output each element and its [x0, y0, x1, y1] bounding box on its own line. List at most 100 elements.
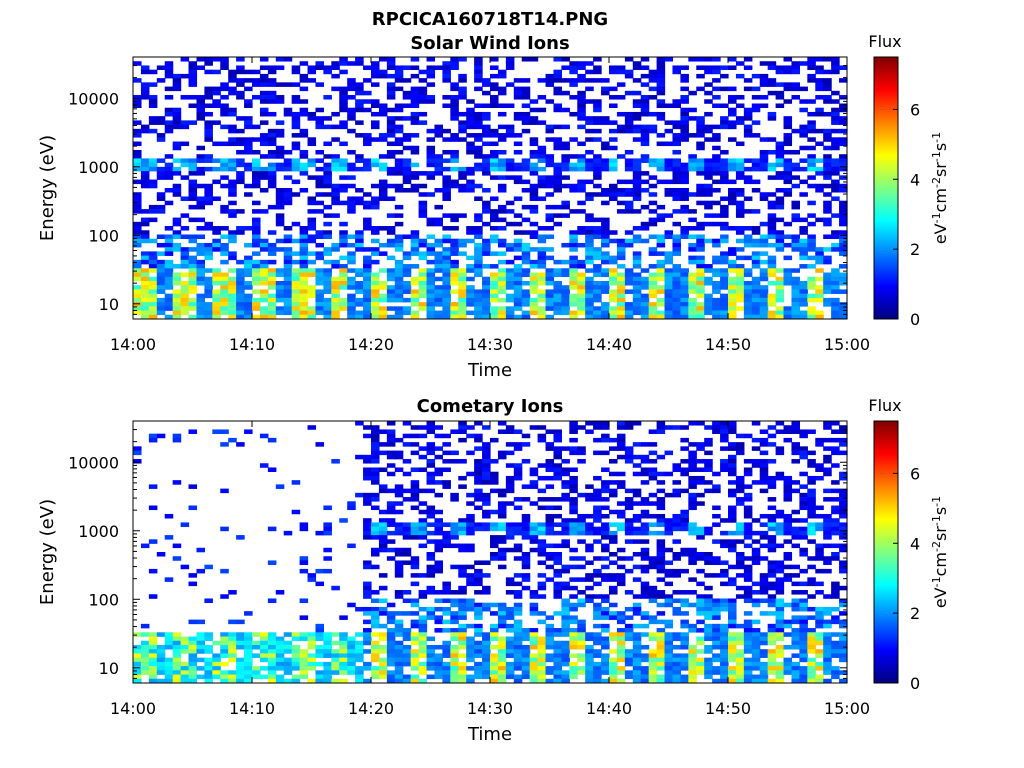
heatmap-cell	[133, 459, 142, 464]
heatmap-cell	[236, 149, 245, 155]
heatmap-cell	[537, 560, 547, 565]
heatmap-cell	[307, 268, 317, 273]
heatmap-cell	[497, 492, 507, 498]
heatmap-cell	[815, 128, 824, 134]
heatmap-cell	[148, 437, 158, 443]
heatmap-cell	[624, 518, 634, 523]
heatmap-cell	[664, 314, 674, 320]
heatmap-cell	[252, 200, 261, 206]
heatmap-cell	[767, 137, 777, 142]
heatmap-cell	[180, 661, 190, 667]
heatmap-cell	[688, 501, 697, 506]
heatmap-cell	[204, 649, 213, 654]
heatmap-cell	[672, 674, 681, 680]
heatmap-cell	[569, 446, 578, 451]
heatmap-cell	[640, 480, 650, 485]
heatmap-cell	[601, 78, 610, 83]
heatmap-cell	[553, 107, 562, 113]
heatmap-cell	[656, 632, 666, 637]
heatmap-cell	[545, 446, 555, 451]
heatmap-cell	[458, 276, 467, 282]
heatmap-cell	[402, 137, 412, 142]
heatmap-cell	[624, 162, 634, 168]
heatmap-cell	[204, 674, 213, 680]
heatmap-cell	[577, 450, 586, 456]
heatmap-cell	[371, 61, 380, 66]
heatmap-cell	[140, 644, 150, 650]
heatmap-cell	[648, 264, 658, 269]
heatmap-cell	[275, 674, 285, 680]
heatmap-cell	[172, 73, 182, 79]
heatmap-cell	[712, 78, 721, 83]
heatmap-cell	[482, 653, 491, 658]
heatmap-cell	[133, 128, 142, 134]
heatmap-cell	[236, 276, 245, 282]
heatmap-cell	[402, 628, 412, 633]
heatmap-cell	[267, 560, 277, 565]
heatmap-cell	[402, 530, 412, 536]
heatmap-cell	[355, 632, 364, 637]
heatmap-cell	[640, 65, 650, 70]
heatmap-cell	[482, 606, 491, 612]
heatmap-cell	[632, 280, 642, 286]
heatmap-cell	[521, 289, 531, 294]
heatmap-cell	[505, 636, 515, 642]
heatmap-cell	[593, 297, 602, 303]
heatmap-cell	[418, 526, 428, 532]
heatmap-cell	[569, 674, 578, 680]
heatmap-cell	[632, 171, 642, 176]
heatmap-cell	[601, 623, 610, 629]
heatmap-cell	[386, 166, 396, 172]
heatmap-cell	[156, 433, 166, 439]
heatmap-cell	[545, 128, 555, 134]
heatmap-cell	[656, 505, 666, 511]
heatmap-cell	[783, 137, 793, 142]
heatmap-cell	[386, 95, 396, 100]
heatmap-cell	[696, 640, 705, 646]
heatmap-cell	[291, 280, 301, 286]
heatmap-cell	[720, 568, 729, 574]
heatmap-cell	[291, 632, 301, 637]
heatmap-cell	[759, 162, 769, 168]
heatmap-cell	[743, 226, 753, 231]
heatmap-cell	[188, 573, 198, 578]
heatmap-cell	[355, 640, 364, 646]
heatmap-cell	[696, 171, 705, 176]
heatmap-cell	[799, 99, 808, 104]
heatmap-cell	[648, 598, 658, 604]
heatmap-cell	[347, 86, 356, 92]
heatmap-cell	[371, 280, 380, 286]
heatmap-cell	[156, 276, 166, 282]
heatmap-cell	[482, 560, 491, 565]
heatmap-cell	[640, 111, 650, 117]
heatmap-cell	[339, 272, 348, 278]
heatmap-cell	[601, 141, 610, 147]
heatmap-cell	[228, 644, 237, 650]
heatmap-cell	[267, 171, 277, 176]
heatmap-cell	[648, 666, 658, 671]
heatmap-cell	[735, 268, 745, 273]
heatmap-cell	[783, 280, 793, 286]
heatmap-cell	[331, 61, 340, 66]
heatmap-cell	[624, 149, 634, 155]
heatmap-cell	[156, 661, 166, 667]
heatmap-cell	[315, 289, 324, 294]
heatmap-cell	[466, 678, 475, 684]
heatmap-cell	[585, 285, 594, 290]
heatmap-cell	[442, 302, 451, 307]
heatmap-cell	[672, 670, 681, 675]
heatmap-cell	[616, 65, 626, 70]
heatmap-cell	[593, 606, 602, 612]
heatmap-cell	[720, 221, 729, 227]
heatmap-cell	[561, 615, 570, 620]
heatmap-cell	[228, 128, 237, 134]
heatmap-cell	[799, 158, 808, 163]
heatmap-cell	[252, 183, 261, 189]
heatmap-cell	[394, 264, 404, 269]
heatmap-cell	[632, 166, 642, 172]
heatmap-cell	[609, 522, 618, 527]
heatmap-cell	[180, 285, 190, 290]
heatmap-cell	[664, 623, 674, 629]
heatmap-cell	[505, 581, 515, 587]
heatmap-cell	[561, 644, 570, 650]
